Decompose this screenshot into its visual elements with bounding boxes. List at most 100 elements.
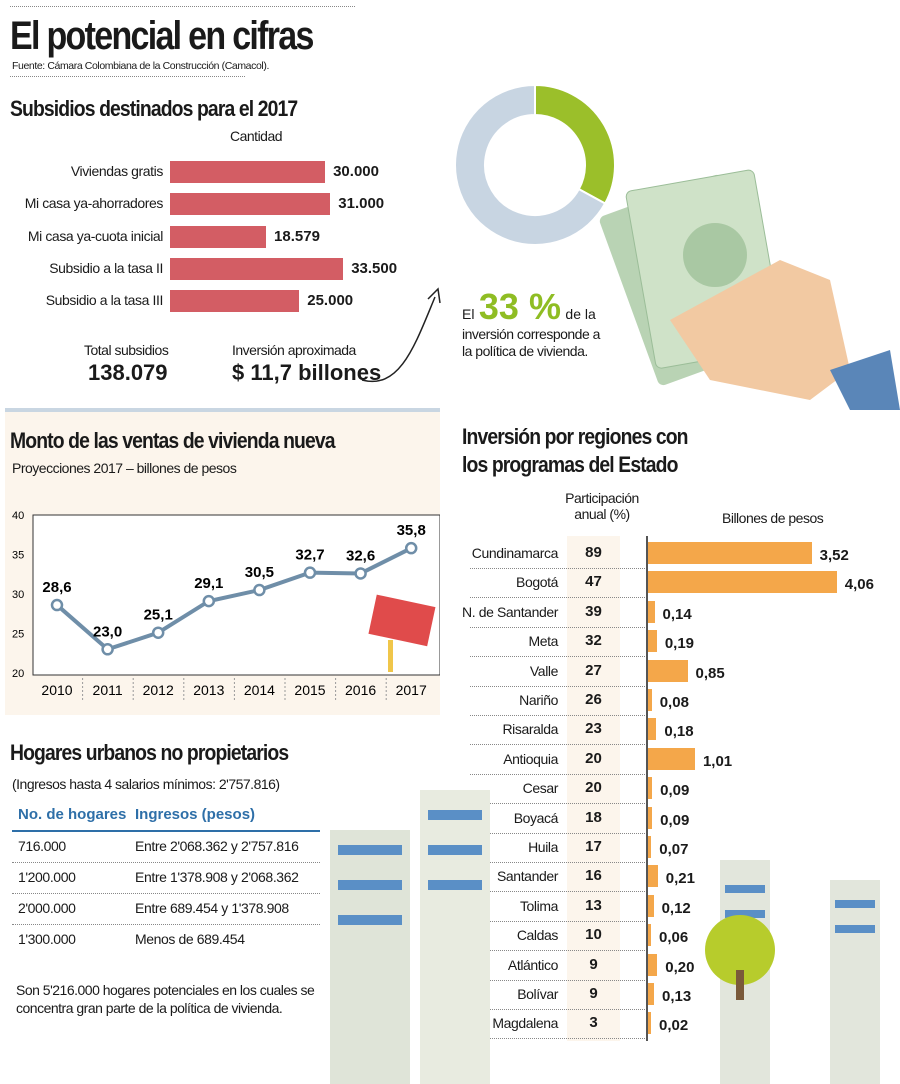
money-illustration	[599, 169, 900, 410]
data-point	[354, 567, 367, 580]
region-label: N. de Santander	[462, 603, 558, 620]
data-point	[303, 566, 317, 579]
bar-value-label: 0,20	[665, 958, 695, 976]
bar-value-label: 0,07	[659, 841, 689, 858]
donut-money-illustration	[454, 83, 900, 410]
divider	[10, 76, 245, 77]
bar-value-label: 0,19	[664, 635, 695, 653]
bar	[648, 983, 655, 1005]
row-divider	[470, 568, 645, 569]
bar	[648, 836, 652, 858]
region-label: Atlántico	[507, 956, 559, 973]
participacion-column	[567, 536, 620, 1041]
row-divider	[470, 979, 645, 981]
participacion-value: 3	[589, 1014, 598, 1032]
bar	[648, 777, 653, 800]
table-cell-hogares: 2'000.000	[18, 900, 76, 916]
row-divider	[470, 685, 645, 687]
bar	[648, 600, 655, 623]
participacion-value: 9	[589, 955, 598, 973]
bar-value-label: 0,09	[660, 811, 690, 829]
region-label: Huila	[528, 839, 558, 855]
table-cell-ingresos: Entre 2'068.362 y 2'757.816	[135, 838, 299, 854]
table-cell-ingresos: Menos de 689.454	[135, 931, 245, 947]
participacion-header: Participación anual (%)	[562, 490, 642, 522]
axis-line	[646, 536, 648, 1041]
participacion-value: 9	[589, 985, 598, 1002]
participacion-value: 89	[585, 544, 602, 561]
row-divider	[470, 1038, 645, 1040]
donut-slice	[454, 83, 607, 246]
participacion-value: 17	[585, 838, 602, 855]
data-point	[253, 583, 266, 597]
bar-value-label: 0,09	[660, 782, 690, 800]
data-point	[202, 594, 216, 608]
row-divider	[470, 803, 645, 805]
row-divider	[12, 924, 320, 925]
data-label: 25,1	[144, 607, 173, 624]
table-cell-ingresos: Entre 1'378.908 y 2'068.362	[135, 869, 299, 885]
y-tick-label: 35	[12, 550, 24, 562]
sign-post-icon	[388, 640, 393, 672]
row-divider	[470, 744, 645, 746]
row-divider	[470, 656, 645, 658]
table-cell-hogares: 1'300.000	[18, 931, 76, 947]
data-label: 35,8	[397, 522, 426, 539]
row-divider	[470, 626, 645, 628]
bar	[170, 225, 267, 248]
table-header-ingresos: Ingresos (pesos)	[135, 806, 256, 823]
subsidios-title: Subsidios destinados para el 2017	[10, 96, 298, 121]
bar-category-label: Mi casa ya-cuota inicial	[27, 227, 164, 244]
region-label: Meta	[528, 633, 558, 650]
bar-category-label: Subsidio a la tasa II	[49, 259, 163, 276]
bar-value-label: 0,85	[695, 664, 725, 682]
participacion-value: 32	[585, 632, 602, 650]
bar-value-label: 0,08	[659, 694, 689, 711]
regiones-title-line2: los programas del Estado	[462, 452, 678, 477]
y-tick-label: 30	[12, 589, 24, 601]
participacion-value: 10	[585, 926, 602, 944]
bar	[648, 689, 652, 711]
bar	[648, 718, 657, 741]
region-label: Santander	[496, 868, 558, 885]
row-divider	[470, 1009, 645, 1010]
bar	[648, 542, 812, 564]
buildings-illustration	[330, 790, 880, 1084]
bar	[648, 924, 651, 947]
header-line: anual (%)	[574, 506, 630, 522]
bar-value-label: 0,18	[664, 723, 694, 741]
caption-prefix: El	[462, 306, 475, 322]
row-divider	[470, 862, 645, 863]
row-divider	[470, 920, 645, 922]
source-note: Fuente: Cámara Colombiana de la Construc…	[12, 60, 269, 72]
inversion-label: Inversión aproximada	[232, 342, 356, 358]
participacion-value: 18	[585, 808, 602, 826]
region-label: Risaralda	[502, 721, 558, 738]
participacion-value: 26	[585, 691, 602, 708]
bar	[648, 630, 657, 653]
hogares-note-line1: Son 5'216.000 hogares potenciales en los…	[16, 982, 315, 998]
sign-icon	[368, 594, 436, 647]
hogares-note-line2: concentra gran parte de la política de v…	[16, 1000, 283, 1016]
bar	[170, 193, 331, 216]
caption-line2: inversión corresponde a	[462, 326, 600, 342]
divider	[5, 408, 440, 412]
row-divider	[12, 893, 320, 894]
inversion-value: $ 11,7 billones	[232, 360, 382, 385]
divider	[12, 830, 320, 832]
row-divider	[470, 773, 645, 775]
series-line	[55, 546, 413, 652]
region-label: Tolima	[519, 897, 558, 914]
bar	[170, 161, 326, 183]
bar-value-label: 3,52	[819, 547, 849, 564]
x-tick-label: 2014	[244, 682, 275, 698]
bar	[648, 806, 653, 829]
data-label: 29,1	[194, 575, 223, 592]
bar	[648, 865, 658, 888]
data-label: 32,6	[346, 547, 375, 564]
y-tick-label: 25	[12, 629, 24, 641]
region-label: Antioquia	[503, 750, 558, 767]
participacion-value: 27	[585, 661, 602, 679]
donut-caption: El 33 % de la	[462, 286, 596, 328]
bar-category-label: Mi casa ya-ahorradores	[24, 195, 164, 212]
